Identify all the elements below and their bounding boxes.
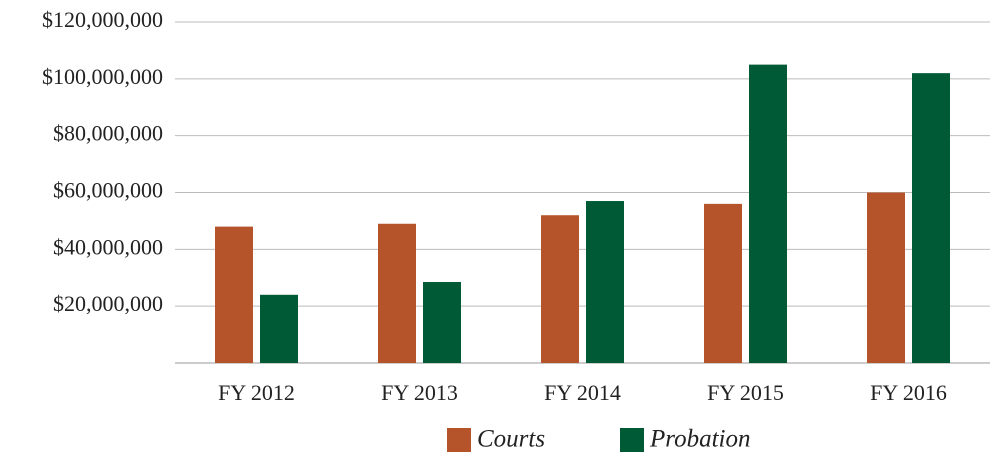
y-tick-label: $20,000,000	[53, 291, 163, 316]
x-tick-label: FY 2015	[707, 380, 784, 405]
bar	[215, 226, 253, 363]
y-tick-label: $100,000,000	[42, 64, 163, 89]
y-tick-label: $40,000,000	[53, 234, 163, 259]
bar	[260, 294, 298, 363]
x-tick-label: FY 2013	[381, 380, 458, 405]
legend-label: Courts	[477, 426, 545, 453]
bar	[378, 223, 416, 363]
bar	[541, 215, 579, 363]
y-tick-label: $120,000,000	[42, 7, 163, 32]
bar	[423, 282, 461, 363]
x-tick-label: FY 2016	[870, 380, 947, 405]
x-tick-label: FY 2014	[544, 380, 621, 405]
y-tick-label: $80,000,000	[53, 121, 163, 146]
legend-swatch	[447, 428, 471, 452]
bar	[749, 64, 787, 363]
bar	[867, 192, 905, 363]
x-tick-label: FY 2012	[218, 380, 295, 405]
bar	[704, 203, 742, 363]
bar	[586, 201, 624, 363]
legend-label: Probation	[649, 426, 750, 453]
y-tick-label: $60,000,000	[53, 178, 163, 203]
bar	[912, 73, 950, 364]
legend-swatch	[620, 428, 644, 452]
